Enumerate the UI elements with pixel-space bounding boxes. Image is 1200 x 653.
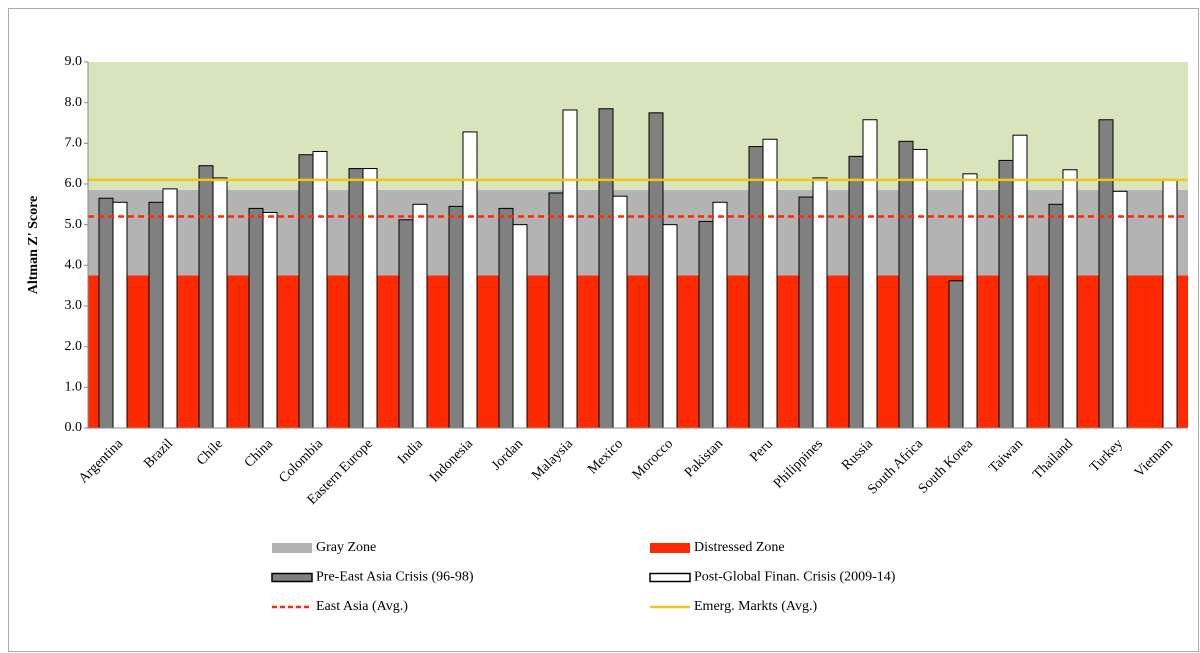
bar [462, 131, 478, 429]
bar [712, 201, 728, 429]
bar [598, 108, 614, 429]
legend-label: Distressed Zone [694, 540, 785, 555]
bar [648, 112, 664, 429]
y-tick-label: 9.0 [65, 54, 83, 69]
bar [198, 165, 214, 429]
y-tick-label: 6.0 [65, 176, 83, 191]
bar [898, 140, 914, 429]
legend-label: East Asia (Avg.) [316, 599, 408, 614]
bar [848, 155, 864, 429]
bar [162, 188, 178, 429]
y-tick-label: 5.0 [65, 217, 83, 232]
bar [148, 201, 164, 429]
bar [762, 138, 778, 429]
bar [512, 224, 528, 429]
bar [298, 154, 314, 429]
y-tick-label: 3.0 [65, 298, 83, 313]
bar [698, 220, 714, 429]
bar [1098, 119, 1114, 429]
legend-label: Post-Global Finan. Crisis (2009-14) [694, 570, 896, 585]
legend-swatch [272, 543, 312, 553]
bar [398, 219, 414, 429]
bar [112, 201, 128, 429]
bar [248, 207, 264, 429]
legend-label: Emerg. Markts (Avg.) [694, 599, 817, 614]
y-tick-label: 8.0 [65, 95, 83, 110]
bar [1112, 190, 1128, 429]
bar [1048, 203, 1064, 429]
bar [612, 195, 628, 429]
bar [798, 196, 814, 429]
legend-label: Pre-East Asia Crisis (96-98) [316, 570, 474, 585]
y-tick-label: 2.0 [65, 339, 83, 354]
y-tick-label: 1.0 [65, 380, 83, 395]
bar [862, 119, 878, 429]
bar [662, 224, 678, 429]
bar [498, 207, 514, 429]
bar [348, 168, 364, 429]
bar [312, 150, 328, 429]
legend-swatch [271, 572, 313, 583]
bar [562, 109, 578, 429]
y-tick-label: 4.0 [65, 258, 83, 273]
bar [748, 146, 764, 429]
legend-swatch [650, 543, 690, 553]
bar [412, 203, 428, 429]
bar [912, 148, 928, 429]
bar [362, 168, 378, 429]
bar [98, 197, 114, 429]
bar [962, 173, 978, 429]
y-axis-label: Altman Z' Score [26, 196, 41, 295]
legend-label: Gray Zone [316, 540, 376, 555]
y-tick-label: 0.0 [65, 420, 83, 435]
bar [548, 192, 564, 429]
bar [448, 205, 464, 429]
bar [998, 159, 1014, 429]
bar [948, 280, 964, 429]
y-tick-label: 7.0 [65, 136, 83, 151]
bar [262, 211, 278, 429]
bar [1062, 169, 1078, 429]
legend-swatch [649, 572, 691, 583]
